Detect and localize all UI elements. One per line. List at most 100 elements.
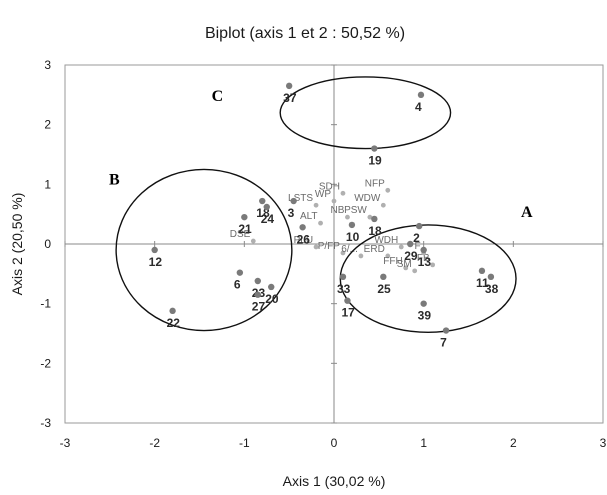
observation-label: 38: [485, 282, 499, 296]
observation-point: [415, 222, 423, 230]
observation-point: [151, 246, 158, 254]
observation-point: [371, 145, 378, 152]
observation-point: [487, 273, 495, 281]
group-label-b: B: [109, 171, 120, 188]
variable-point: [380, 202, 386, 208]
observation-point: [417, 91, 425, 99]
y-tick-label: 2: [44, 118, 51, 132]
observation-label: 4: [415, 100, 422, 114]
observation-label: 26: [297, 232, 311, 246]
chart-title: Biplot (axis 1 et 2 : 50,52 %): [205, 25, 405, 42]
observation-point: [420, 300, 427, 307]
observation-point: [259, 197, 266, 205]
x-tick-label: -1: [239, 436, 250, 450]
observation-label: 3: [288, 206, 295, 220]
observation-point: [299, 224, 306, 231]
variable-point: [313, 244, 319, 250]
variable-label: WDH: [374, 235, 398, 246]
observation-point: [169, 307, 176, 315]
y-axis-label: Axis 2 (20,50 %): [9, 193, 25, 296]
observation-points: 3741918324212612623202722331725229131138…: [149, 82, 499, 350]
variable-label: WDW: [354, 193, 381, 204]
observation-label: 17: [341, 306, 355, 320]
observation-point: [254, 291, 261, 298]
variable-label: DSE: [230, 229, 251, 240]
y-tick-label: 0: [44, 237, 51, 251]
x-tick-label: -3: [60, 436, 71, 450]
variable-point: [250, 238, 256, 244]
observation-label: 25: [377, 282, 391, 296]
observation-point: [380, 273, 387, 281]
observation-point: [285, 82, 293, 90]
variable-point: [358, 253, 364, 259]
observation-label: 18: [368, 224, 382, 238]
variable-label: ALT: [300, 211, 318, 222]
variable-points: SDH NFP LSTS WP WDW NB PSW ALT DSE PLU P/FP 6/... ER…: [230, 178, 436, 274]
x-tick-label: -2: [149, 436, 160, 450]
observation-point: [254, 277, 261, 285]
group-label-c: C: [212, 88, 224, 105]
variable-label: NFP: [365, 178, 385, 189]
y-tick-label: -2: [40, 356, 51, 370]
x-axis-label: Axis 1 (30,02 %): [283, 473, 386, 489]
x-tick-label: 2: [510, 436, 517, 450]
observation-label: 33: [337, 282, 351, 296]
observation-point: [371, 215, 378, 223]
observation-point: [478, 267, 486, 275]
observation-label: 12: [149, 255, 163, 269]
x-tick-label: 1: [420, 436, 427, 450]
variable-point: [345, 214, 350, 220]
observation-label: 2: [413, 231, 420, 245]
y-tick-label: -3: [40, 416, 51, 430]
variable-point: [430, 262, 436, 268]
group-label-a: A: [521, 204, 533, 221]
variable-point: [385, 253, 391, 259]
observation-label: 24: [261, 212, 275, 226]
observation-point: [344, 297, 351, 304]
observation-label: 6: [234, 278, 241, 292]
variable-label: FB: [417, 253, 430, 264]
observation-label: 20: [265, 292, 279, 306]
observation-label: 27: [252, 300, 266, 314]
observation-label: 37: [283, 91, 297, 105]
group-ellipses: A B C: [109, 76, 533, 334]
observation-label: 7: [440, 336, 447, 350]
observation-label: 21: [238, 222, 252, 236]
group-ellipse-c: [279, 76, 452, 150]
observation-label: 29: [404, 249, 418, 263]
observation-label: 11: [476, 276, 489, 290]
observation-point: [442, 327, 450, 334]
variable-label: F: [415, 241, 421, 252]
variable-label: P/FP: [318, 241, 341, 252]
observation-point: [348, 221, 356, 229]
observation-point: [420, 246, 427, 254]
observation-label: 39: [418, 309, 432, 323]
variable-label: ERD: [364, 244, 385, 255]
variable-label: FFH: [383, 256, 402, 267]
variable-point: [403, 265, 409, 271]
variable-label: 6/...: [341, 244, 358, 255]
observation-point: [268, 283, 275, 291]
variable-label: NB: [331, 205, 345, 216]
variable-label: SDH: [319, 181, 340, 192]
variable-label: LSTS: [288, 193, 313, 204]
y-tick-label: 3: [44, 58, 51, 72]
observation-point: [290, 197, 297, 205]
x-tick-label: 3: [600, 436, 607, 450]
observation-label: 22: [167, 316, 181, 330]
variable-label: PLU: [294, 235, 313, 246]
observation-label: 13: [418, 255, 432, 269]
observation-point: [236, 269, 244, 276]
variable-point: [385, 187, 391, 193]
variable-point: [398, 244, 404, 250]
observation-point: [407, 240, 414, 248]
observation-point: [241, 213, 248, 221]
variable-point: [367, 214, 373, 220]
variable-point: [313, 202, 319, 208]
y-tick-label: -1: [40, 297, 51, 311]
variable-label: PSW: [344, 205, 367, 216]
y-tick-label: 1: [44, 177, 51, 191]
observation-point: [339, 273, 347, 281]
